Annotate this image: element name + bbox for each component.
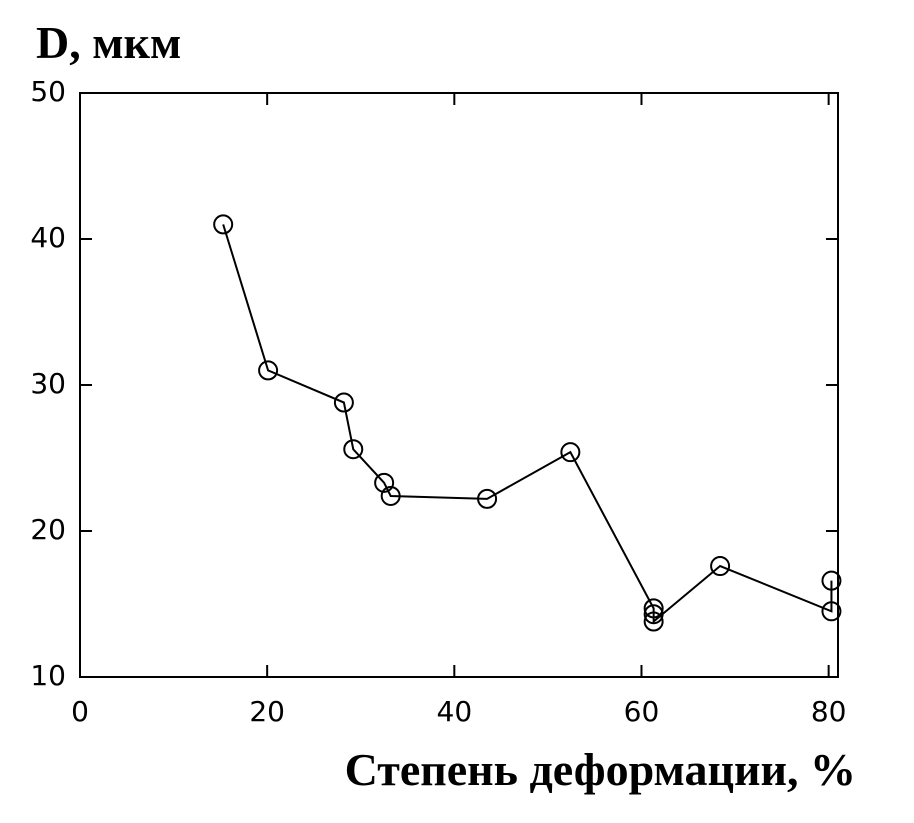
plot-frame	[79, 92, 839, 678]
data-point	[643, 598, 664, 619]
y-tick-label: 20	[30, 513, 66, 546]
x-tick-label: 80	[811, 695, 847, 728]
data-point	[374, 472, 395, 493]
y-tick-label: 10	[30, 659, 66, 692]
data-point	[343, 439, 364, 460]
x-tick-label: 0	[71, 695, 89, 728]
data-point	[821, 570, 842, 591]
data-point	[380, 485, 401, 506]
data-point	[821, 601, 842, 622]
y-tick-label: 50	[30, 75, 66, 108]
x-tick-label: 60	[624, 695, 660, 728]
x-tick-label: 20	[249, 695, 285, 728]
data-point	[643, 604, 664, 625]
data-point	[258, 360, 279, 381]
x-tick-label: 40	[437, 695, 473, 728]
x-axis-label: Степень деформации, %	[345, 744, 856, 795]
data-point	[710, 556, 731, 577]
y-tick-label: 30	[30, 367, 66, 400]
data-point	[213, 214, 234, 235]
data-point	[477, 488, 498, 509]
data-point	[333, 392, 354, 413]
data-point	[643, 611, 664, 632]
data-line	[222, 224, 833, 624]
y-axis-label: D, мкм	[36, 17, 181, 68]
data-point	[560, 442, 581, 463]
y-tick-label: 40	[30, 221, 66, 254]
